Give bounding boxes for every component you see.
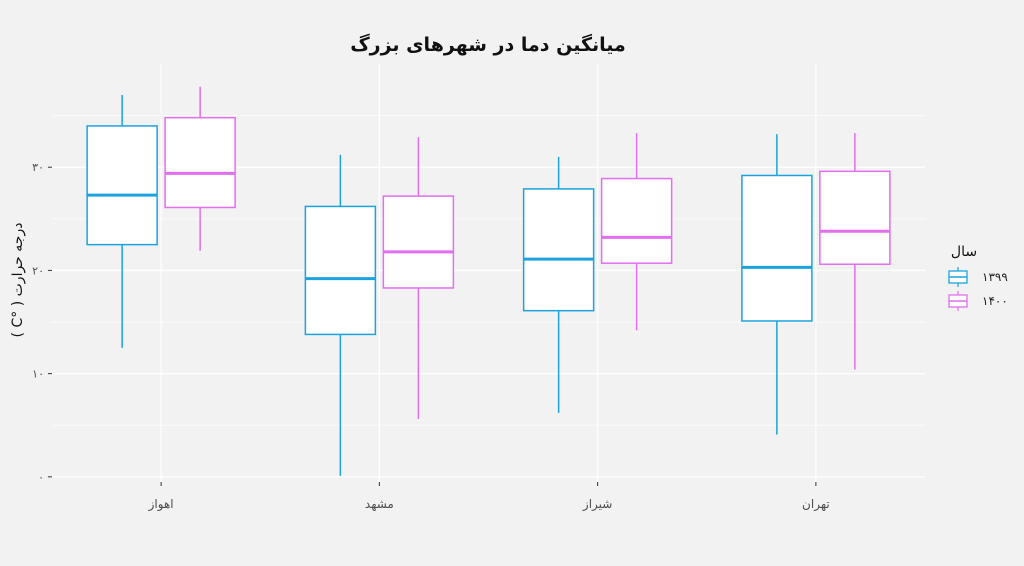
box-body — [522, 188, 595, 312]
box-body — [600, 177, 673, 264]
chart-title: میانگین دما در شهرهای بزرگ — [350, 33, 626, 56]
y-tick-label: ۰ — [38, 471, 44, 484]
legend-label: ۱۳۹۹ — [982, 270, 1008, 284]
plot-area — [86, 86, 891, 476]
box-0-3 — [741, 134, 813, 435]
box-body — [164, 116, 236, 209]
box-0-2 — [522, 156, 595, 413]
box-body — [382, 195, 455, 289]
grid — [52, 64, 925, 482]
box-0-1 — [304, 154, 377, 476]
box-0-0 — [86, 94, 158, 348]
legend-label: ۱۴۰۰ — [982, 294, 1008, 308]
x-tick-label: مشهد — [365, 497, 394, 511]
box-body — [304, 205, 377, 336]
y-tick-label: ۱۰ — [32, 368, 44, 381]
legend-title: سال — [951, 244, 977, 260]
box-body — [741, 174, 813, 322]
legend-item: ۱۳۹۹ — [946, 266, 1008, 288]
box-1-2 — [600, 133, 673, 331]
y-tick-label: ۳۰ — [32, 161, 44, 174]
x-tick-label: شیراز — [582, 497, 612, 512]
legend: سال ۱۳۹۹ ۱۴۰۰ — [946, 244, 1008, 312]
box-body — [86, 125, 158, 246]
axes: ۰ ۱۰ ۲۰ ۳۰ اهواز مشهد شیراز تهران — [32, 161, 830, 512]
legend-item: ۱۴۰۰ — [946, 290, 1008, 312]
x-tick-label: تهران — [802, 497, 830, 512]
y-tick-label: ۲۰ — [32, 264, 44, 277]
x-tick-label: اهواز — [148, 497, 174, 512]
box-1-0 — [164, 86, 236, 251]
box-body — [819, 170, 891, 265]
y-axis-label: درجه حرارت ( °C ) — [10, 223, 26, 338]
box-1-1 — [382, 137, 455, 420]
box-1-3 — [819, 133, 891, 370]
